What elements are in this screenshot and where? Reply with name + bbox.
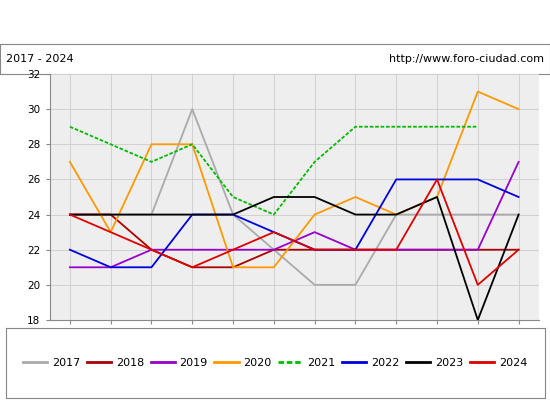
Text: Evolucion del paro registrado en Truchas: Evolucion del paro registrado en Truchas [119, 14, 431, 28]
Text: 2017 - 2024: 2017 - 2024 [6, 54, 73, 64]
Text: http://www.foro-ciudad.com: http://www.foro-ciudad.com [389, 54, 544, 64]
Legend: 2017, 2018, 2019, 2020, 2021, 2022, 2023, 2024: 2017, 2018, 2019, 2020, 2021, 2022, 2023… [19, 354, 531, 372]
